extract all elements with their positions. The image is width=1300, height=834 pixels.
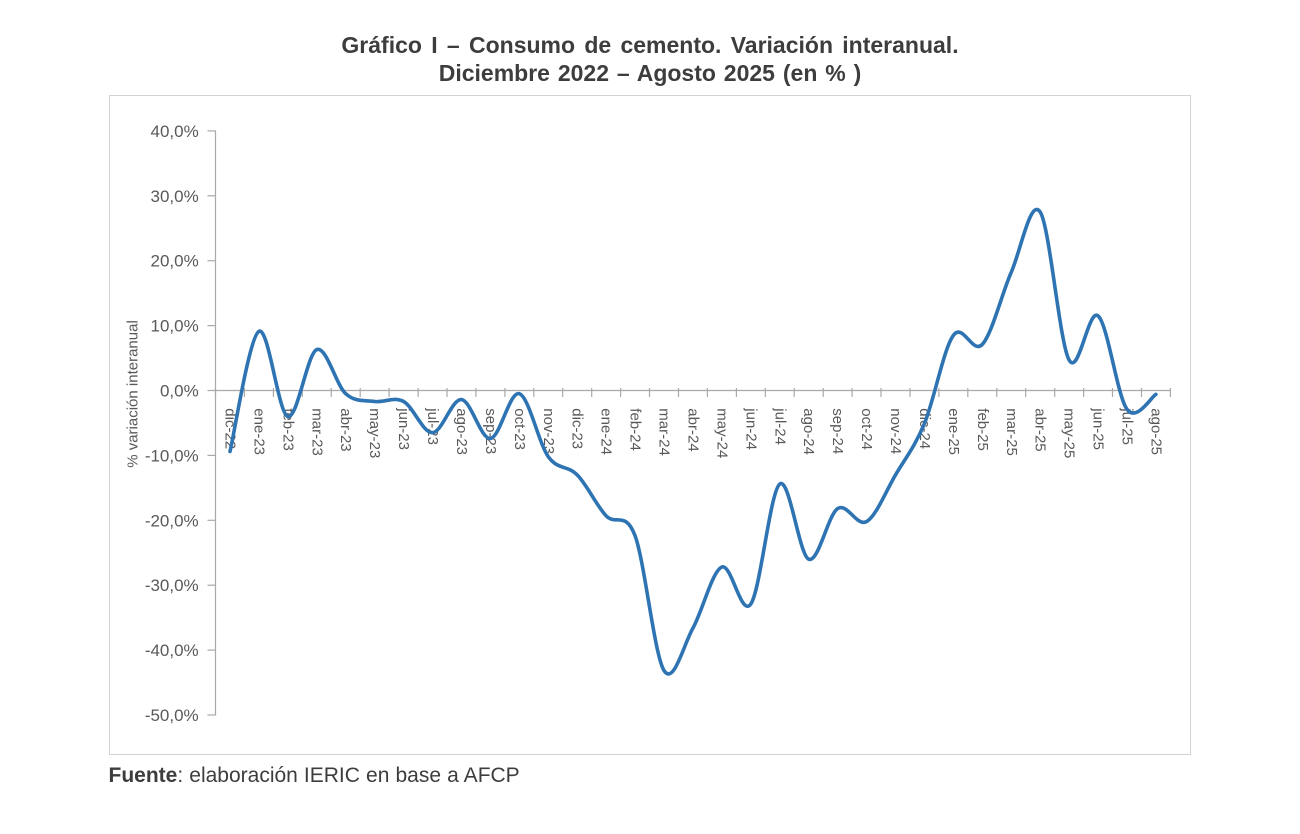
svg-text:40,0%: 40,0%: [150, 122, 198, 141]
svg-text:ene-23: ene-23: [250, 408, 267, 455]
svg-text:abr-25: abr-25: [1032, 408, 1049, 451]
svg-text:may-23: may-23: [366, 408, 383, 458]
svg-text:feb-23: feb-23: [279, 408, 296, 451]
svg-text:-30,0%: -30,0%: [145, 576, 199, 595]
svg-text:ene-25: ene-25: [945, 408, 962, 455]
svg-text:jun-24: jun-24: [742, 407, 759, 450]
svg-text:feb-25: feb-25: [974, 408, 991, 451]
svg-text:oct-23: oct-23: [511, 408, 528, 450]
svg-text:sep-24: sep-24: [829, 408, 846, 454]
svg-text:-20,0%: -20,0%: [145, 511, 199, 530]
svg-text:jun-25: jun-25: [1090, 407, 1107, 450]
svg-text:10,0%: 10,0%: [150, 317, 198, 336]
svg-text:-10,0%: -10,0%: [145, 446, 199, 465]
svg-text:mar-23: mar-23: [308, 408, 325, 456]
svg-text:oct-24: oct-24: [858, 408, 875, 450]
svg-text:sep-23: sep-23: [482, 408, 499, 454]
svg-text:dic-23: dic-23: [569, 408, 586, 449]
svg-text:% variación interanual: % variación interanual: [125, 320, 142, 468]
svg-text:nov-23: nov-23: [540, 408, 557, 454]
svg-text:0,0%: 0,0%: [160, 382, 199, 401]
svg-text:abr-23: abr-23: [337, 408, 354, 451]
svg-text:jul-24: jul-24: [771, 407, 788, 445]
svg-text:-40,0%: -40,0%: [145, 641, 199, 660]
svg-text:feb-24: feb-24: [627, 408, 644, 451]
svg-text:20,0%: 20,0%: [150, 252, 198, 271]
svg-text:ago-24: ago-24: [800, 408, 817, 455]
svg-text:abr-24: abr-24: [685, 408, 702, 451]
svg-text:jul-23: jul-23: [424, 407, 441, 445]
svg-text:may-25: may-25: [1061, 408, 1078, 458]
svg-text:mar-24: mar-24: [656, 408, 673, 456]
svg-text:-50,0%: -50,0%: [145, 706, 199, 725]
svg-text:jun-23: jun-23: [395, 407, 412, 450]
svg-text:ago-23: ago-23: [453, 408, 470, 455]
svg-text:mar-25: mar-25: [1003, 408, 1020, 456]
svg-text:ene-24: ene-24: [598, 408, 615, 455]
svg-text:30,0%: 30,0%: [150, 187, 198, 206]
svg-text:nov-24: nov-24: [887, 408, 904, 454]
svg-text:may-24: may-24: [713, 408, 730, 458]
svg-text:jul-25: jul-25: [1119, 407, 1136, 445]
svg-text:ago-25: ago-25: [1147, 408, 1164, 455]
svg-text:dic-24: dic-24: [916, 408, 933, 449]
